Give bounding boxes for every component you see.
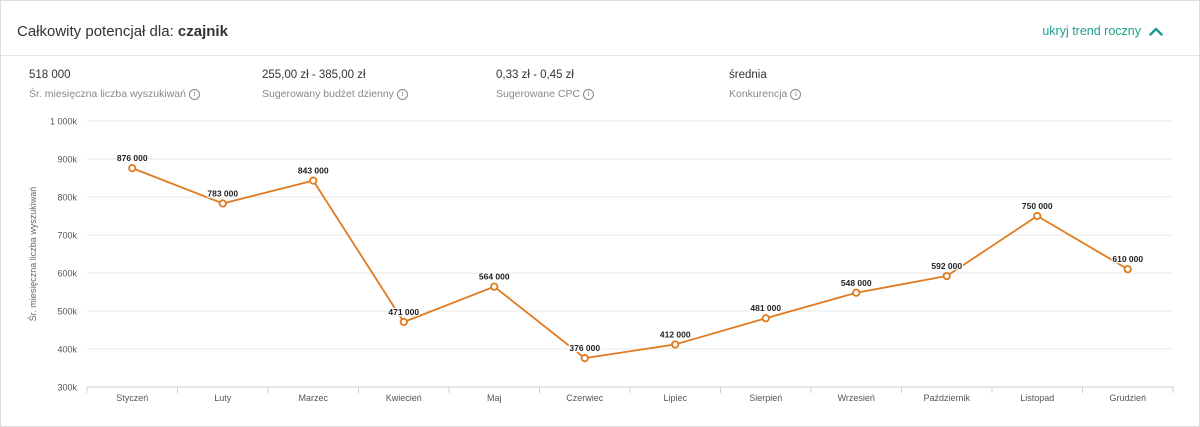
y-tick-label: 500k	[57, 307, 77, 317]
title-keyword: czajnik	[177, 23, 228, 40]
toggle-label: ukryj trend roczny	[1042, 24, 1141, 38]
stat-label-row: Śr. miesięczna liczba wyszukiwań i	[29, 86, 200, 102]
data-point	[128, 164, 137, 173]
data-point	[761, 314, 770, 323]
stat-value: średnia	[729, 69, 767, 81]
x-tick-label: Kwiecień	[386, 393, 422, 403]
series-line	[131, 167, 1129, 360]
x-tick-label: Styczeń	[116, 393, 148, 403]
toggle-yearly-trend-button[interactable]: ukryj trend roczny	[1042, 24, 1163, 38]
stat-label-row: Konkurencja i	[729, 86, 802, 102]
x-tick-label: Listopad	[1020, 393, 1054, 403]
info-icon[interactable]: i	[583, 88, 595, 100]
stat-value: 255,00 zł - 385,00 zł	[262, 69, 366, 81]
data-point	[942, 271, 951, 281]
y-tick-label: 700k	[57, 231, 77, 241]
panel-header: Całkowity potencjał dla: czajnik ukryj t…	[17, 21, 1179, 45]
data-label: 564 000	[479, 272, 510, 282]
data-point	[1033, 211, 1042, 221]
info-icon[interactable]: i	[188, 88, 200, 100]
data-label: 876 000	[117, 153, 148, 163]
x-tick-label: Grudzień	[1109, 393, 1146, 403]
stat-label-row: Sugerowane CPC i	[496, 86, 595, 102]
stat-label: Sugerowany budżet dzienny	[262, 88, 394, 100]
x-tick-label: Lipiec	[663, 393, 687, 403]
data-label: 750 000	[1022, 201, 1053, 211]
stat-cpc: 0,33 zł - 0,45 zł Sugerowane CPC i	[496, 67, 595, 102]
stat-value: 0,33 zł - 0,45 zł	[496, 69, 574, 81]
stat-label: Śr. miesięczna liczba wyszukiwań	[29, 88, 186, 100]
stat-label: Sugerowane CPC	[496, 88, 581, 100]
x-tick-label: Luty	[214, 393, 232, 403]
y-tick-label: 600k	[57, 269, 77, 279]
x-tick-label: Marzec	[298, 393, 328, 403]
header-divider	[1, 55, 1199, 56]
x-tick-label: Maj	[487, 393, 502, 403]
stat-daily-budget: 255,00 zł - 385,00 zł Sugerowany budżet …	[262, 67, 408, 102]
data-label: 592 000	[931, 261, 962, 271]
stat-label-row: Sugerowany budżet dzienny i	[262, 86, 408, 102]
stat-value: 518 000	[29, 69, 71, 81]
data-point	[399, 317, 408, 327]
data-label: 376 000	[569, 343, 600, 353]
x-tick-label: Czerwiec	[566, 393, 604, 403]
data-point	[852, 288, 861, 297]
title-prefix: Całkowity potencjał dla:	[17, 23, 174, 40]
data-point	[490, 282, 499, 291]
data-point	[309, 176, 318, 185]
data-label: 481 000	[750, 303, 781, 313]
data-label: 548 000	[841, 278, 872, 288]
y-tick-label: 800k	[57, 193, 77, 203]
yearly-trend-chart: 300k 400k 500k 600k 700k 800k 900k 1 000k Stycze…	[27, 117, 1174, 403]
data-label: 610 000	[1112, 254, 1143, 264]
chevron-up-icon	[1149, 27, 1163, 36]
data-point	[580, 354, 589, 363]
stat-avg-searches: 518 000 Śr. miesięczna liczba wyszukiwań…	[29, 67, 200, 102]
data-label: 783 000	[207, 188, 238, 198]
stat-competition: średnia Konkurencja i	[729, 67, 802, 102]
stats-row: 518 000 Śr. miesięczna liczba wyszukiwań…	[29, 67, 1199, 107]
panel-title: Całkowity potencjał dla: czajnik	[17, 21, 1179, 43]
y-tick-label: 400k	[57, 345, 77, 355]
data-point	[1123, 265, 1132, 274]
info-icon[interactable]: i	[396, 88, 408, 100]
data-label: 412 000	[660, 329, 691, 339]
x-tick-label: Październik	[923, 393, 970, 403]
y-tick-label: 900k	[57, 155, 77, 165]
data-label: 843 000	[298, 166, 329, 176]
data-point	[218, 199, 227, 208]
stat-label: Konkurencja	[729, 88, 788, 100]
x-tick-label: Wrzesień	[838, 393, 875, 403]
x-tick-label: Sierpień	[749, 393, 782, 403]
y-tick-label: 1 000k	[50, 117, 78, 127]
y-tick-label: 300k	[57, 383, 77, 393]
info-icon[interactable]: i	[790, 88, 802, 100]
data-label: 471 000	[388, 307, 419, 317]
data-point	[671, 340, 680, 349]
y-axis-label: Śr. miesięczna liczba wyszukiwań	[27, 187, 38, 322]
